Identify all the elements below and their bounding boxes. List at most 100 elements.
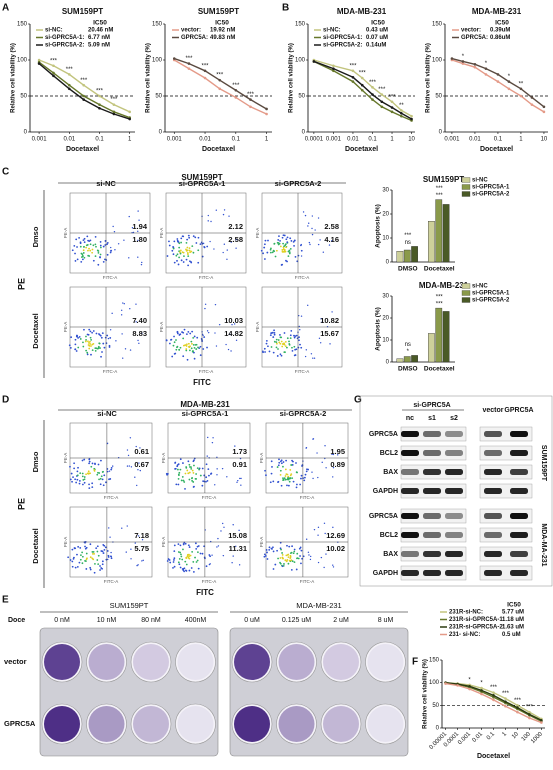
event-dot bbox=[197, 236, 200, 239]
event-dot bbox=[102, 260, 105, 263]
bar bbox=[435, 199, 443, 263]
event-dot bbox=[208, 474, 210, 477]
event-dot bbox=[187, 264, 190, 267]
event-dot bbox=[285, 473, 288, 476]
event-dot bbox=[186, 358, 189, 361]
event-dot bbox=[182, 479, 185, 482]
ic50-value: 0.07 uM bbox=[366, 35, 388, 41]
y-tick-label: 30 bbox=[382, 294, 389, 300]
event-dot bbox=[97, 251, 100, 254]
event-dot bbox=[83, 458, 86, 461]
event-dot bbox=[93, 553, 96, 555]
blot-band bbox=[484, 450, 502, 456]
event-dot bbox=[108, 527, 110, 529]
event-dot bbox=[82, 345, 85, 348]
event-dot bbox=[277, 557, 279, 560]
axis-caption: FITC-A bbox=[295, 369, 310, 374]
event-dot bbox=[137, 210, 139, 212]
event-dot bbox=[166, 255, 169, 257]
event-dot bbox=[289, 334, 292, 337]
event-dot bbox=[226, 249, 228, 251]
significance: * bbox=[468, 678, 471, 684]
x-tick-label: 1 bbox=[501, 731, 508, 738]
column-label: si-NC bbox=[96, 179, 116, 188]
event-dot bbox=[77, 346, 80, 349]
protein-label: GPRC5A bbox=[369, 431, 398, 438]
x-tick-label: 0.1 bbox=[95, 137, 104, 143]
significance: *** bbox=[389, 94, 397, 100]
event-dot bbox=[129, 308, 131, 310]
event-dot bbox=[69, 465, 71, 468]
event-dot bbox=[306, 468, 308, 471]
event-dot bbox=[290, 568, 293, 571]
axis-caption: FITC-A bbox=[104, 579, 119, 584]
data-point bbox=[504, 704, 507, 708]
data-point bbox=[265, 112, 268, 116]
axis-caption: PE-A bbox=[259, 537, 264, 548]
event-dot bbox=[272, 351, 275, 354]
event-dot bbox=[87, 344, 90, 346]
quadrant-value: 12.69 bbox=[326, 531, 345, 540]
event-dot bbox=[97, 463, 100, 466]
event-dot bbox=[210, 220, 212, 223]
event-dot bbox=[179, 252, 182, 255]
event-dot bbox=[110, 466, 113, 469]
quadrant-value: 15.67 bbox=[320, 329, 339, 338]
event-dot bbox=[288, 559, 291, 562]
data-point bbox=[507, 80, 511, 83]
well-stain bbox=[44, 644, 80, 680]
event-dot bbox=[282, 234, 285, 237]
event-dot bbox=[195, 242, 198, 244]
event-dot bbox=[186, 555, 189, 558]
event-dot bbox=[177, 551, 180, 553]
event-dot bbox=[82, 479, 85, 481]
event-dot bbox=[78, 480, 81, 482]
y-tick-label: 150 bbox=[152, 22, 163, 28]
event-dot bbox=[207, 436, 209, 439]
dose-label: 0.125 uM bbox=[282, 617, 311, 624]
event-dot bbox=[173, 550, 176, 553]
event-dot bbox=[293, 550, 296, 553]
x-tick-label: DMSO bbox=[398, 266, 418, 273]
event-dot bbox=[270, 547, 273, 550]
event-dot bbox=[276, 342, 278, 345]
event-dot bbox=[215, 209, 218, 211]
event-dot bbox=[76, 553, 78, 556]
event-dot bbox=[283, 477, 286, 480]
x-tick-label: 10 bbox=[541, 137, 548, 143]
blot-band bbox=[423, 469, 441, 475]
data-point bbox=[456, 684, 459, 687]
event-dot bbox=[284, 345, 287, 348]
event-dot bbox=[84, 340, 87, 343]
event-dot bbox=[180, 237, 183, 240]
event-dot bbox=[193, 464, 195, 467]
event-dot bbox=[277, 339, 280, 341]
event-dot bbox=[188, 463, 191, 466]
blot-band bbox=[423, 488, 441, 494]
event-dot bbox=[177, 477, 180, 480]
event-dot bbox=[175, 483, 178, 486]
event-dot bbox=[190, 347, 193, 350]
event-dot bbox=[75, 350, 78, 352]
event-dot bbox=[240, 484, 242, 486]
event-dot bbox=[97, 263, 100, 266]
event-dot bbox=[180, 555, 183, 558]
event-dot bbox=[281, 345, 284, 348]
data-point bbox=[504, 700, 507, 704]
data-point bbox=[128, 110, 131, 114]
series-line bbox=[38, 61, 130, 119]
event-dot bbox=[317, 243, 320, 246]
event-dot bbox=[91, 551, 94, 553]
event-dot bbox=[268, 350, 271, 353]
panel-frame bbox=[359, 395, 553, 587]
data-point bbox=[492, 694, 495, 697]
event-dot bbox=[293, 354, 296, 357]
event-dot bbox=[200, 241, 203, 244]
event-dot bbox=[292, 240, 295, 243]
event-dot bbox=[89, 330, 92, 333]
data-point bbox=[542, 105, 546, 109]
event-dot bbox=[137, 535, 140, 537]
event-dot bbox=[312, 477, 314, 480]
blot-band bbox=[401, 488, 419, 494]
well bbox=[86, 703, 127, 745]
